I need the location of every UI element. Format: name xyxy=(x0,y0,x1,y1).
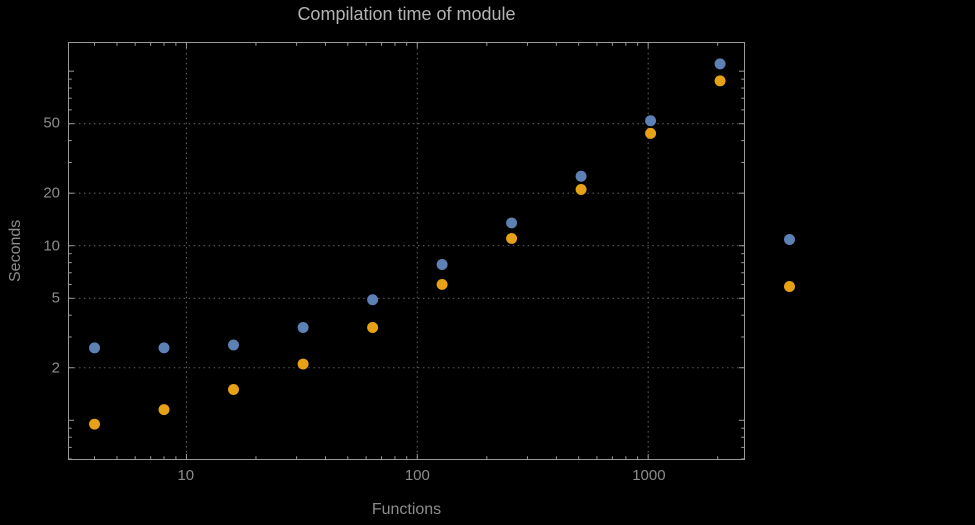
legend-item xyxy=(784,281,805,292)
data-point-orange xyxy=(297,358,309,370)
legend-label xyxy=(803,281,805,292)
data-point-orange xyxy=(506,232,518,244)
x-tick-label: 100 xyxy=(404,467,430,484)
data-point-orange xyxy=(645,127,657,139)
data-point-blue xyxy=(714,58,726,70)
data-point-orange xyxy=(714,75,726,87)
legend-item xyxy=(784,234,805,245)
x-tick-label: 10 xyxy=(177,467,195,484)
plot-area xyxy=(68,42,745,460)
data-point-blue xyxy=(436,259,448,271)
data-point-blue xyxy=(506,217,518,229)
data-point-orange xyxy=(228,384,239,396)
data-point-orange xyxy=(575,184,587,195)
data-point-blue xyxy=(158,342,170,354)
legend-label xyxy=(803,234,805,245)
data-point-orange xyxy=(158,404,170,416)
legend-marker-blue xyxy=(784,234,795,245)
plot-canvas xyxy=(69,43,744,459)
y-tick-label: 5 xyxy=(51,289,60,307)
data-point-blue xyxy=(228,339,239,351)
y-tick-label: 10 xyxy=(43,237,60,255)
data-point-orange xyxy=(367,322,379,334)
data-point-blue xyxy=(575,170,587,182)
legend-marker-orange xyxy=(784,281,795,292)
data-point-blue xyxy=(89,342,101,354)
data-point-blue xyxy=(367,294,379,306)
x-tick-label: 1000 xyxy=(632,467,666,484)
data-point-blue xyxy=(297,322,309,334)
y-tick-label: 20 xyxy=(43,184,60,202)
data-point-blue xyxy=(645,115,657,127)
y-tick-label: 2 xyxy=(51,359,60,377)
data-point-orange xyxy=(436,278,448,290)
chart-title: Compilation time of module xyxy=(297,4,516,24)
legend xyxy=(784,234,805,292)
y-tick-label: 50 xyxy=(43,114,60,132)
data-point-orange xyxy=(89,418,101,430)
x-axis-label: Functions xyxy=(371,501,442,518)
